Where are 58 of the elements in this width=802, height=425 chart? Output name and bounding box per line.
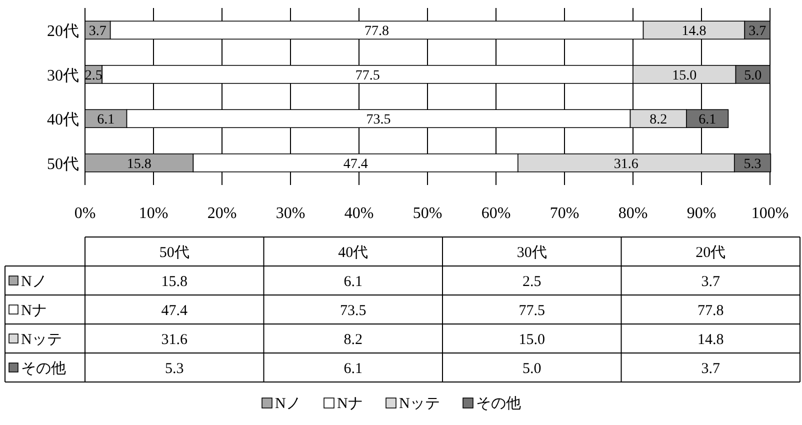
legend-label: Nナ [21, 303, 47, 319]
x-tick-label: 100% [751, 205, 789, 222]
data-label: 31.6 [614, 156, 638, 172]
category-label: 20代 [696, 245, 726, 261]
data-label: 73.5 [366, 112, 391, 128]
data-label: 5.0 [744, 68, 762, 84]
data-label: 6.1 [97, 112, 115, 128]
text: 6.1 [344, 361, 362, 377]
text: 77.5 [518, 303, 545, 319]
y-tick-label: 40代 [47, 112, 79, 129]
text: Nナ [337, 396, 363, 412]
data-label: 6.1 [698, 112, 716, 128]
text: 77.8 [698, 303, 724, 319]
text: 5.3 [165, 361, 184, 377]
category-label: 30代 [516, 245, 547, 261]
data-label: 15.0 [672, 68, 697, 84]
text: 47.4 [161, 303, 188, 319]
text: 3.7 [701, 274, 720, 290]
legend-label: Nッテ [399, 396, 440, 412]
text: 15.0 [518, 332, 545, 348]
legend-label: Nノ [21, 274, 47, 290]
text: 31.6 [161, 332, 188, 348]
y-tick-label: 30代 [47, 67, 79, 84]
legend-label: その他 [476, 395, 521, 412]
text: 5.0 [522, 361, 542, 377]
x-tick-label: 60% [481, 205, 511, 222]
x-tick-label: 0% [74, 205, 96, 222]
text: 2.5 [522, 274, 542, 290]
x-tick-label: 70% [550, 205, 580, 222]
category-label: 40代 [338, 245, 368, 261]
x-tick-label: 80% [618, 205, 648, 222]
data-label: 3.7 [88, 24, 106, 40]
data-label: 3.7 [748, 24, 766, 40]
category-label: 50代 [159, 245, 190, 261]
y-tick-label: 50代 [47, 156, 79, 173]
x-tick-label: 40% [344, 205, 374, 222]
text: Nッテ [21, 332, 62, 348]
data-label: 15.8 [126, 156, 152, 172]
data-label: 77.5 [355, 68, 380, 84]
data-label: 77.8 [364, 24, 390, 40]
x-tick-label: 50% [412, 205, 442, 222]
data-label: 8.2 [650, 112, 668, 128]
x-tick-label: 10% [138, 205, 168, 222]
text: 73.5 [340, 303, 366, 319]
x-tick-label: 30% [276, 205, 306, 222]
data-label: 47.4 [343, 156, 368, 172]
x-tick-label: 20% [207, 205, 237, 222]
text: 15.8 [161, 274, 188, 290]
text: 6.1 [344, 274, 362, 290]
text: 3.7 [701, 361, 720, 377]
text: 14.8 [698, 332, 724, 348]
y-tick-label: 20代 [47, 23, 79, 40]
x-tick-label: 90% [686, 205, 716, 222]
text: その他 [21, 361, 66, 377]
data-label: 5.3 [744, 156, 762, 172]
text: 8.2 [344, 332, 362, 348]
data-label: 14.8 [682, 24, 706, 40]
text: Nノ [275, 396, 301, 412]
